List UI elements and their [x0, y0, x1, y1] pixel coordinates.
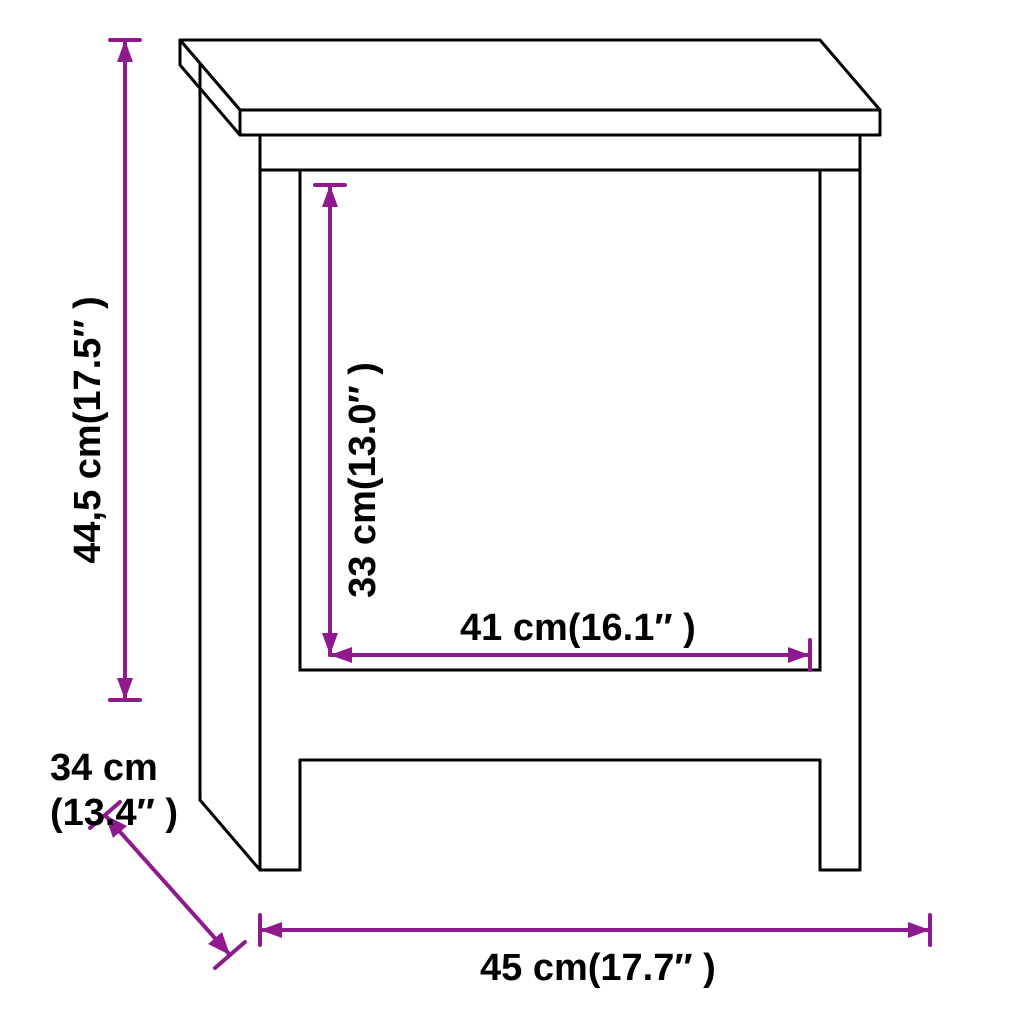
dimension-label: 33 cm(13.0″ ) [342, 362, 384, 598]
dimension-label: (13.4″ ) [50, 792, 178, 834]
dimension-label: 41 cm(16.1″ ) [460, 607, 696, 649]
dimension-label: 44,5 cm(17.5″ ) [67, 296, 109, 563]
dimension-label: 34 cm [50, 747, 158, 789]
cabinet-lineart [180, 40, 880, 870]
dimension-diagram: 44,5 cm(17.5″ ) 33 cm(13.0″ ) 41 cm(16.1″ … [0, 0, 1024, 1024]
dimension-label: 45 cm(17.7″ ) [480, 947, 716, 989]
